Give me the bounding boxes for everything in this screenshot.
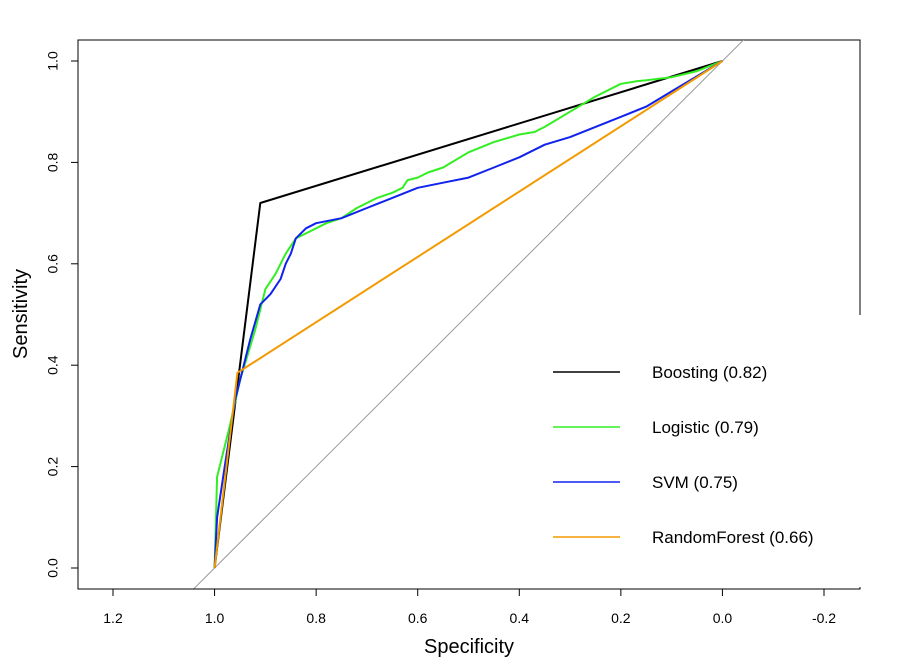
x-tick-label: 0.2 xyxy=(611,610,631,626)
legend-label: SVM (0.75) xyxy=(652,473,738,492)
legend-label: Logistic (0.79) xyxy=(652,418,759,437)
y-tick-label: 0.4 xyxy=(45,355,61,375)
x-tick-label: 0.4 xyxy=(510,610,530,626)
x-tick-label: -0.2 xyxy=(812,610,836,626)
reference-diagonal-line xyxy=(192,40,745,589)
x-axis: 1.2 1.0 0.8 0.6 0.4 0.2 0.0 -0.2 xyxy=(103,588,836,626)
legend-label: Boosting (0.82) xyxy=(652,363,767,382)
x-tick-label: 1.0 xyxy=(205,610,225,626)
x-tick-label: 0.6 xyxy=(408,610,428,626)
legend-label: RandomForest (0.66) xyxy=(652,528,814,547)
series-line-randomforest xyxy=(213,60,723,569)
series-line-svm xyxy=(213,60,723,569)
x-tick-label: 0.8 xyxy=(306,610,326,626)
legend-background xyxy=(530,315,862,587)
y-tick-label: 0.8 xyxy=(45,152,61,172)
x-tick-label: 1.2 xyxy=(103,610,123,626)
series-line-boosting xyxy=(213,60,723,569)
series-lines xyxy=(213,60,723,569)
y-tick-label: 0.0 xyxy=(45,558,61,578)
x-axis-label: Specificity xyxy=(424,636,514,658)
series-line-logistic xyxy=(213,60,723,569)
y-axis: 0.0 0.2 0.4 0.6 0.8 1.0 xyxy=(45,51,79,578)
y-tick-label: 0.2 xyxy=(45,457,61,477)
legend: Boosting (0.82) Logistic (0.79) SVM (0.75)… xyxy=(530,315,862,587)
y-tick-label: 1.0 xyxy=(45,51,61,71)
reference-diagonal-group xyxy=(192,40,745,589)
y-tick-label: 0.6 xyxy=(45,254,61,274)
x-tick-label: 0.0 xyxy=(713,610,733,626)
y-axis-label: Sensitivity xyxy=(10,269,32,359)
